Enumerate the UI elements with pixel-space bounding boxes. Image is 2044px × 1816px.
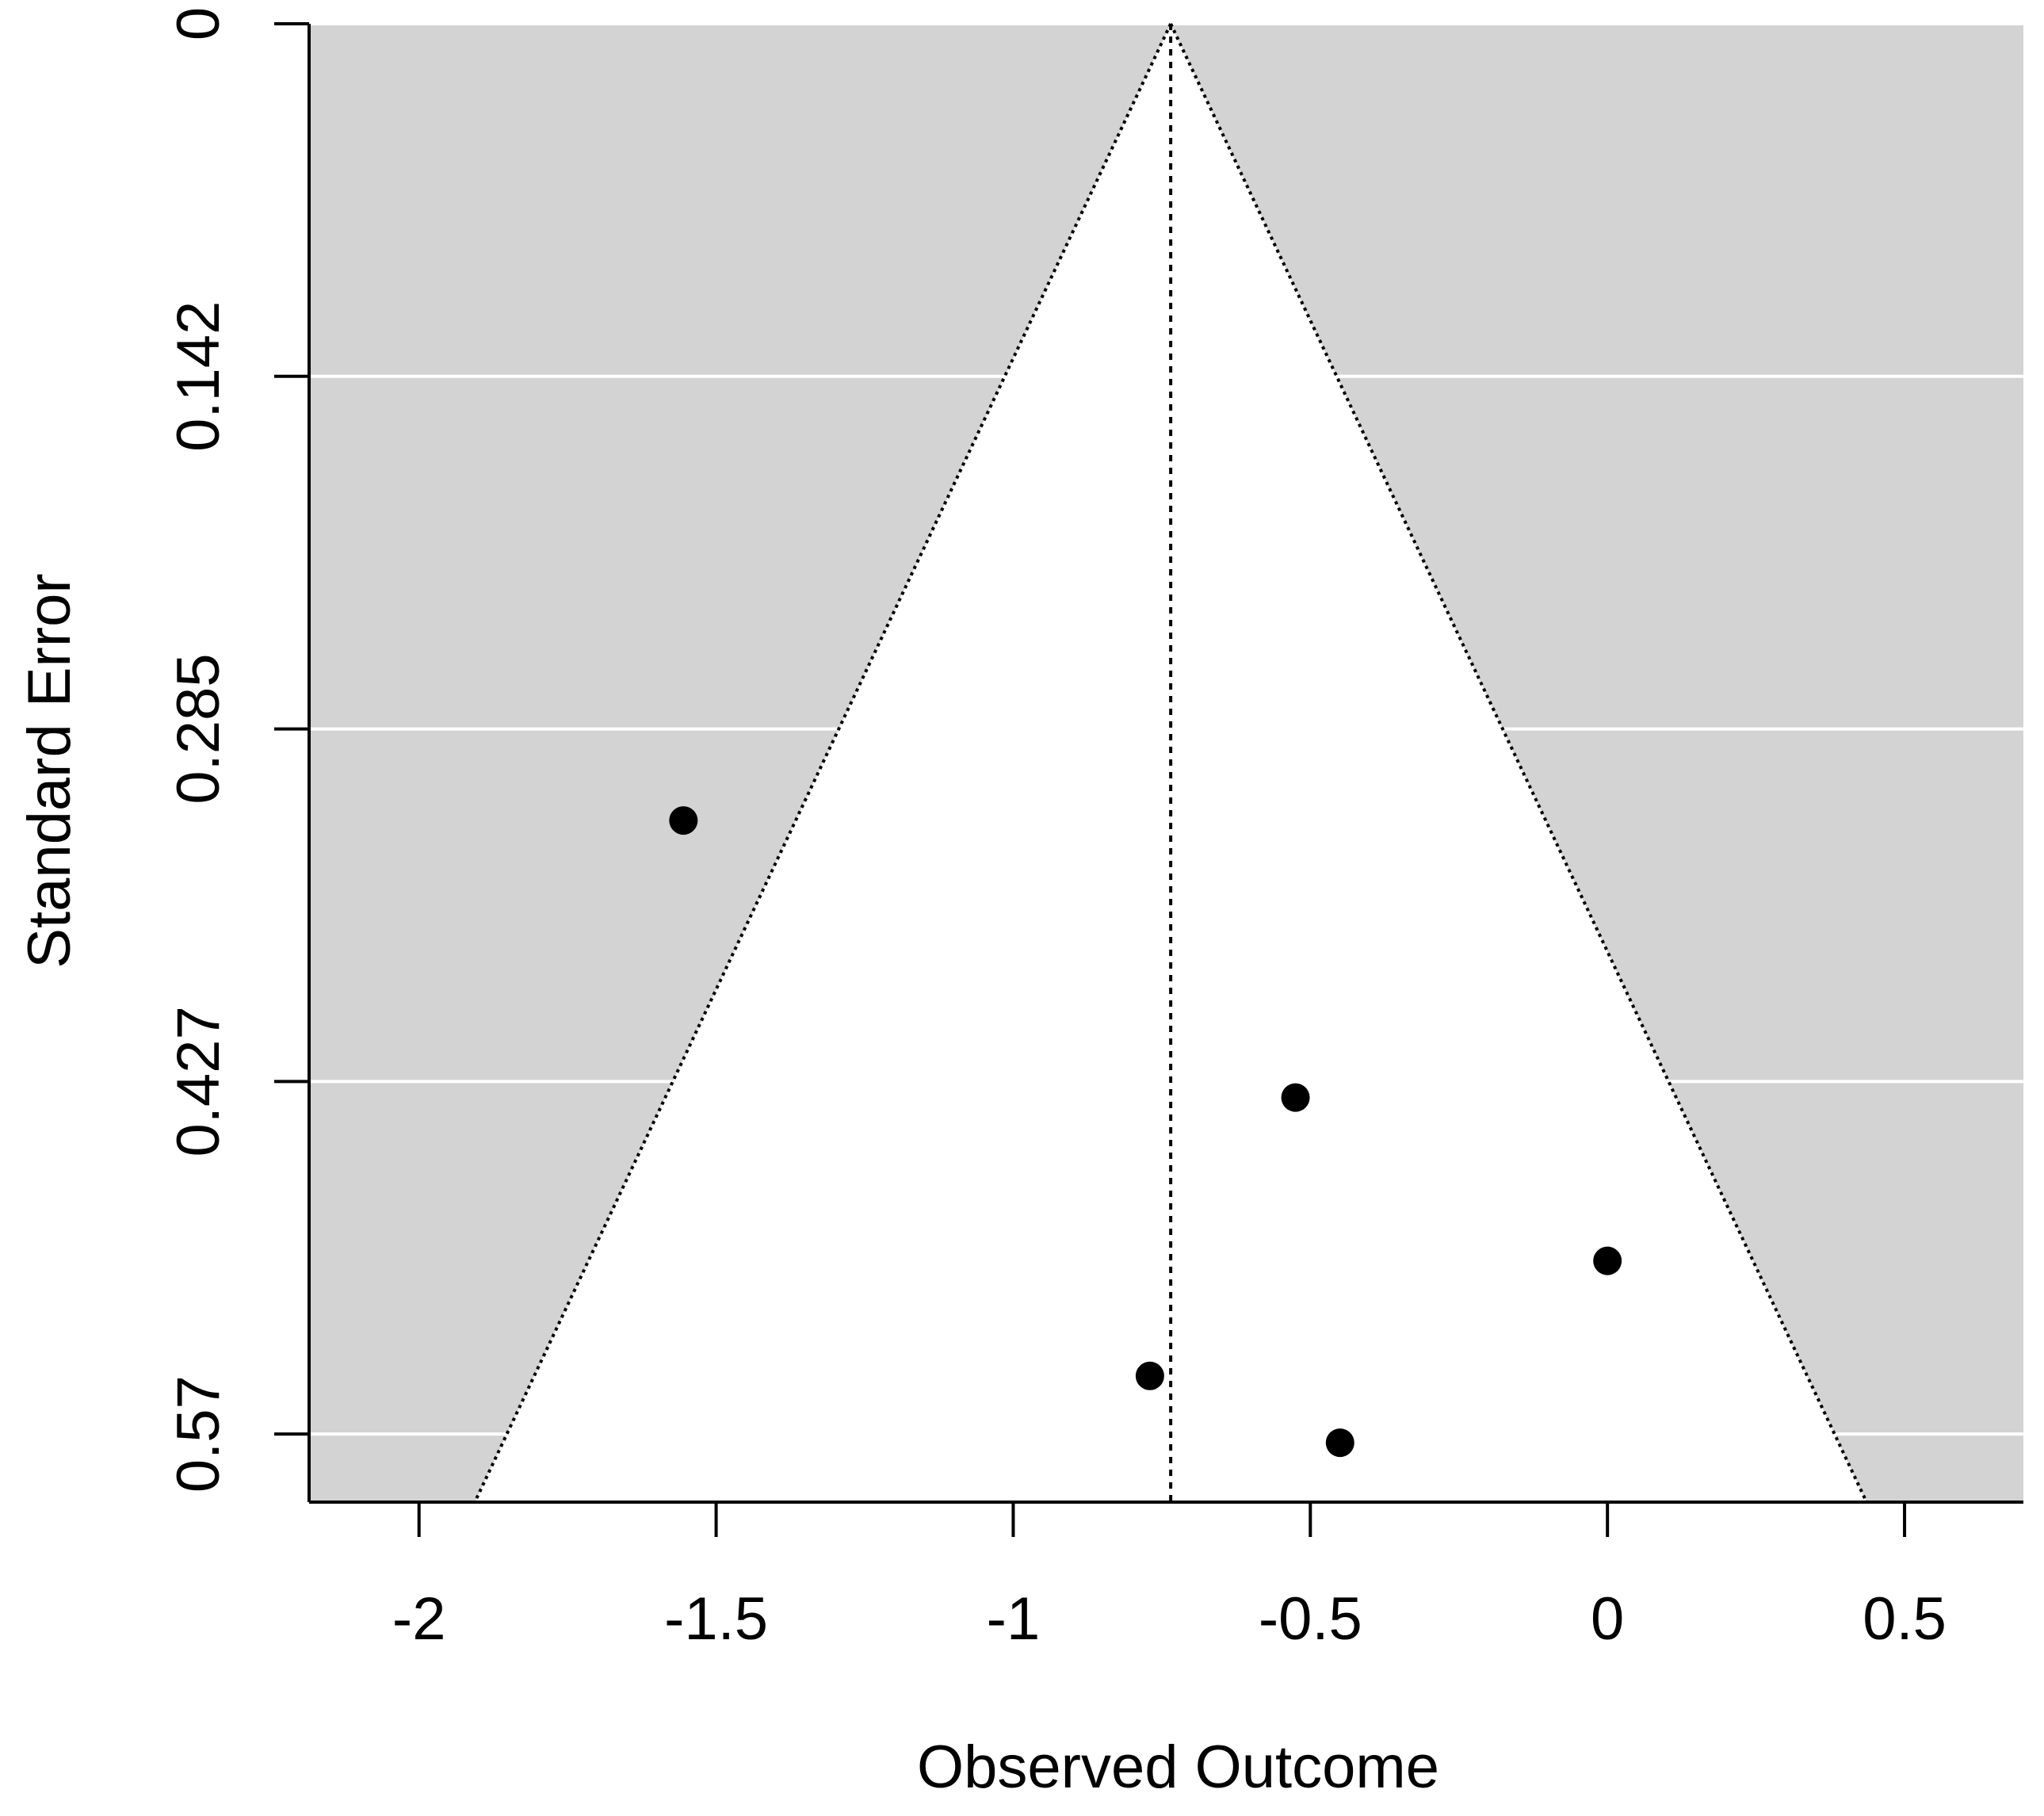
funnel-left-boundary: [473, 23, 1172, 1503]
x-tick-label: 0: [1591, 1585, 1624, 1653]
x-tick-label: -1.5: [664, 1585, 768, 1653]
y-tick-label: 0.285: [165, 653, 232, 804]
funnel-boundary-lines: [473, 23, 1868, 1503]
x-tick-label: 0.5: [1863, 1585, 1947, 1653]
x-tick-label: -1: [987, 1585, 1041, 1653]
study-points: [669, 806, 1622, 1458]
y-tick-label: 0.142: [165, 301, 232, 452]
x-axis-label: Observed Outcome: [917, 1734, 1439, 1801]
data-point: [1281, 1083, 1310, 1112]
x-tick-label: -2: [392, 1585, 446, 1653]
y-tick-label: 0: [165, 7, 232, 40]
data-point: [1135, 1361, 1164, 1390]
y-tick-label: 0.427: [165, 1006, 232, 1157]
data-point: [1593, 1246, 1622, 1275]
x-tick-labels: -2 -1.5 -1 -0.5 0 0.5: [392, 1585, 1947, 1653]
data-point: [669, 806, 698, 835]
y-tick-labels: 0 0.142 0.285 0.427 0.57: [165, 7, 232, 1493]
funnel-right-boundary: [1169, 23, 1868, 1503]
y-tick-label: 0.57: [165, 1375, 232, 1493]
y-axis-label: Standard Error: [16, 573, 83, 968]
axes: [274, 22, 2023, 1537]
x-tick-label: -0.5: [1259, 1585, 1362, 1653]
data-point: [1325, 1428, 1354, 1458]
